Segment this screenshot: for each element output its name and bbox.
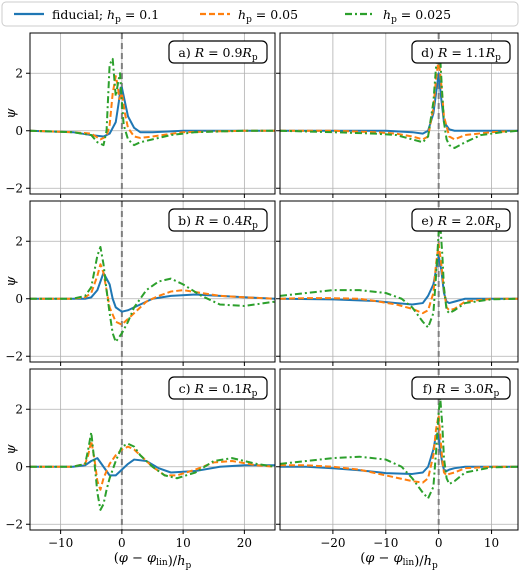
- y-tick-label: 2: [15, 402, 23, 416]
- y-tick-label: 0: [15, 124, 23, 138]
- series-line-2: [30, 75, 275, 141]
- panel-label: c) R = 0.1Rp: [168, 376, 268, 400]
- panel-e: e) R = 2.0Rp: [276, 200, 519, 366]
- series-line-3: [280, 46, 518, 149]
- panel-frame: [279, 32, 519, 195]
- panel-label: d) R = 1.1Rp: [411, 40, 511, 64]
- legend: fiducial; hp = 0.1 hp = 0.05 hp = 0.025: [1, 1, 519, 27]
- panel-label: f) R = 3.0Rp: [411, 376, 511, 400]
- series-line-2: [280, 243, 518, 315]
- series-line-2: [30, 263, 275, 326]
- y-axis-label: ψ: [4, 108, 19, 119]
- series-line-1: [30, 271, 275, 313]
- panel-b: −2 0 2 ψ b) R = 0.4Rp: [4, 200, 276, 366]
- y-tick-label: −2: [5, 517, 23, 531]
- panel-frame: [29, 200, 276, 363]
- series-line-2: [30, 439, 275, 491]
- series-line-2: [280, 414, 518, 484]
- legend-label: hp = 0.05: [238, 7, 298, 25]
- y-tick-label: −2: [5, 181, 23, 195]
- legend-label: fiducial; hp = 0.1: [52, 7, 159, 25]
- y-axis-label: ψ: [4, 444, 19, 455]
- panel-frame: [29, 368, 276, 531]
- y-tick-label: 2: [15, 234, 23, 248]
- x-tick-label: −10: [48, 536, 73, 550]
- y-tick-label: 0: [15, 292, 23, 306]
- panel-c: −10 0 10 20 −2 0 2 ψ c) R = 0.1Rp: [4, 368, 276, 550]
- y-tick-label: 0: [15, 460, 23, 474]
- panel-frame: [279, 200, 519, 363]
- x-tick-label: 10: [175, 536, 190, 550]
- series-line-3: [30, 431, 275, 511]
- series-line-3: [280, 223, 518, 329]
- series-line-3: [30, 57, 275, 147]
- panel-label-text: a) R = 0.9Rp: [178, 45, 257, 63]
- x-tick-label: 0: [435, 536, 443, 550]
- panel-f: −20 −10 0 10 f) R = 3.0Rp: [276, 368, 519, 550]
- panel-label-text: c) R = 0.1Rp: [179, 381, 258, 399]
- x-axis-label: (φ − φlin)/hp: [114, 551, 192, 570]
- series-line-2: [280, 57, 518, 141]
- panel-label: e) R = 2.0Rp: [411, 208, 511, 232]
- panel-label-text: b) R = 0.4Rp: [178, 213, 258, 231]
- y-axis-label: ψ: [4, 276, 19, 287]
- panel-label-text: d) R = 1.1Rp: [421, 45, 501, 63]
- panel-label-text: f) R = 3.0Rp: [423, 381, 500, 399]
- panel-label-text: e) R = 2.0Rp: [421, 213, 500, 231]
- series-line-3: [30, 246, 275, 343]
- panel-label: a) R = 0.9Rp: [168, 40, 268, 64]
- panel-frame: [279, 368, 519, 531]
- x-tick-label: −10: [373, 536, 398, 550]
- panel-a: −2 0 2 ψ a) R = 0.9Rp: [4, 32, 276, 198]
- y-tick-label: 2: [15, 66, 23, 80]
- legend-label: hp = 0.025: [383, 7, 451, 25]
- panel-frame: [29, 32, 276, 195]
- x-tick-label: −20: [320, 536, 345, 550]
- x-tick-label: 0: [118, 536, 126, 550]
- y-tick-label: −2: [5, 349, 23, 363]
- series-line-1: [280, 72, 518, 135]
- series-line-1: [30, 86, 275, 138]
- series-line-3: [280, 396, 518, 500]
- panel-label: b) R = 0.4Rp: [168, 208, 268, 232]
- x-axis-label: (φ − φlin)/hp: [360, 551, 438, 570]
- panel-d: d) R = 1.1Rp: [276, 32, 519, 198]
- x-tick-label: 10: [484, 536, 499, 550]
- x-tick-label: 20: [237, 536, 252, 550]
